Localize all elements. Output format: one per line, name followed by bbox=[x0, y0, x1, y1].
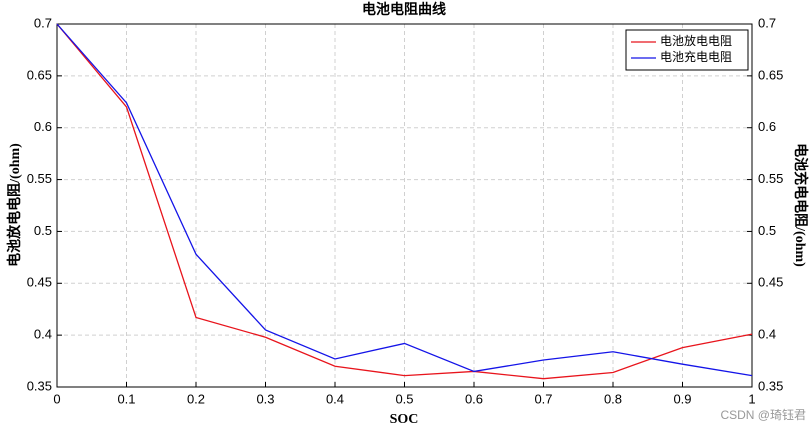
y-tick-label: 0.5 bbox=[34, 223, 52, 238]
x-tick-label: 0.2 bbox=[187, 391, 205, 406]
series-line bbox=[56, 23, 753, 380]
y-tick-label: 0.35 bbox=[27, 378, 52, 393]
legend-label: 电池充电电阻 bbox=[660, 49, 732, 64]
y2-tick-label: 0.6 bbox=[758, 119, 776, 134]
x-tick-label: 0.1 bbox=[117, 391, 135, 406]
y2-tick-label: 0.55 bbox=[758, 171, 783, 186]
x-tick-label: 1 bbox=[748, 391, 755, 406]
x-tick-label: 0.4 bbox=[326, 391, 344, 406]
x-tick-label: 0.5 bbox=[395, 391, 413, 406]
y2-tick-label: 0.65 bbox=[758, 67, 783, 82]
y2-tick-label: 0.5 bbox=[758, 223, 776, 238]
series-line bbox=[56, 23, 753, 377]
x-axis-label: SOC bbox=[390, 412, 419, 427]
y-tick-label: 0.6 bbox=[34, 119, 52, 134]
y2-tick-label: 0.45 bbox=[758, 275, 783, 290]
x-tick-label: 0 bbox=[53, 391, 60, 406]
y2-axis-label: 电池充电电阻/(ohm) bbox=[792, 143, 809, 267]
chart-title: 电池电阻曲线 bbox=[362, 1, 446, 18]
x-tick-label: 0.8 bbox=[604, 391, 622, 406]
plot-frame bbox=[56, 23, 753, 388]
y-tick-label: 0.7 bbox=[34, 15, 52, 30]
x-tick-label: 0.9 bbox=[673, 391, 691, 406]
y-tick-label: 0.45 bbox=[27, 275, 52, 290]
watermark: CSDN @琦钰君 bbox=[720, 408, 806, 422]
legend-box bbox=[625, 29, 749, 71]
x-tick-label: 0.7 bbox=[534, 391, 552, 406]
legend-label: 电池放电电阻 bbox=[660, 33, 732, 48]
y-tick-label: 0.65 bbox=[27, 67, 52, 82]
x-tick-label: 0.3 bbox=[256, 391, 274, 406]
y2-tick-label: 0.35 bbox=[758, 378, 783, 393]
y2-tick-label: 0.4 bbox=[758, 327, 776, 342]
x-tick-label: 0.6 bbox=[465, 391, 483, 406]
y-axis-label: 电池放电电阻/(ohm) bbox=[6, 143, 23, 267]
y-tick-label: 0.4 bbox=[34, 327, 52, 342]
y2-tick-label: 0.7 bbox=[758, 15, 776, 30]
y-tick-label: 0.55 bbox=[27, 171, 52, 186]
